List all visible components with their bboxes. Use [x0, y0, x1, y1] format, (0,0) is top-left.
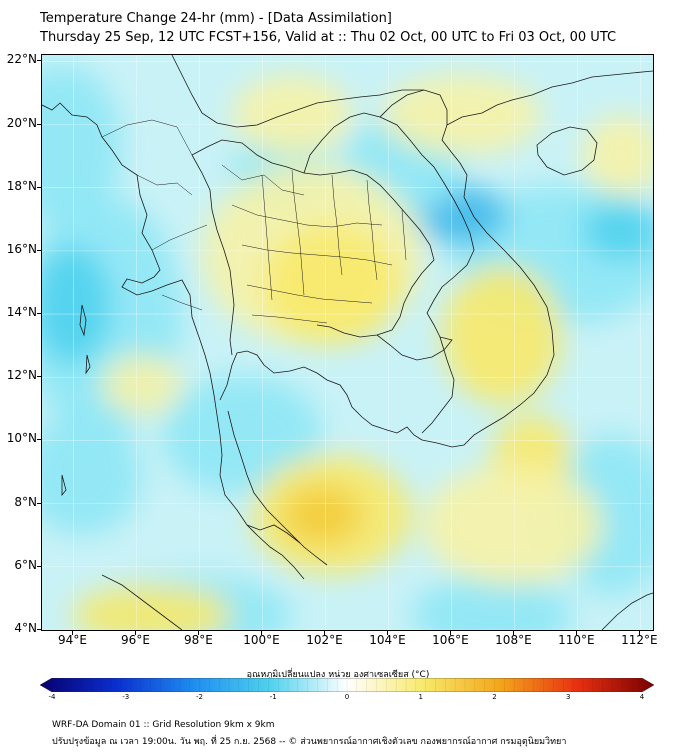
boundary-myanmar-internal	[101, 119, 208, 311]
coastline-peninsula-east	[227, 410, 328, 566]
lat-tick-mark	[37, 123, 41, 125]
lon-tick-mark	[198, 631, 200, 635]
lon-tick-label: 106°E	[432, 633, 469, 647]
boundary-cambodia	[376, 334, 455, 434]
lon-tick-label: 98°E	[184, 633, 213, 647]
lat-tick-mark	[37, 60, 41, 62]
lat-tick-label: 18°N	[6, 178, 37, 193]
lat-tick-label: 6°N	[14, 557, 37, 572]
footer-credit: ปรับปรุงข้อมูล ณ เวลา 19:00น. วัน พฤ. ที…	[52, 737, 567, 747]
boundary-china	[171, 55, 424, 128]
field-patch-cyan_strong	[42, 245, 112, 365]
lon-tick-label: 104°E	[369, 633, 406, 647]
boundary-malaysia-thailand	[246, 524, 301, 544]
lat-tick-mark	[37, 565, 41, 567]
lat-tick-label: 8°N	[14, 494, 37, 509]
coastline-gulf-of-thailand	[219, 350, 423, 441]
lon-tick-label: 112°E	[621, 633, 658, 647]
lat-tick-mark	[37, 186, 41, 188]
lat-tick-mark	[37, 249, 41, 251]
province-lines	[221, 164, 407, 324]
lon-tick-label: 94°E	[58, 633, 87, 647]
lon-tick-mark	[261, 631, 263, 635]
lon-tick-label: 110°E	[558, 633, 595, 647]
lat-tick-label: 10°N	[6, 431, 37, 446]
colorbar-gradient	[40, 678, 654, 692]
field-patch-yellow_light	[422, 465, 602, 585]
field-patch-yellow	[262, 225, 402, 345]
lon-tick-label: 96°E	[121, 633, 150, 647]
lat-tick-mark	[37, 439, 41, 441]
lon-tick-mark	[513, 631, 515, 635]
boundary-myanmar-thailand	[191, 154, 235, 356]
field-patch-cyan	[42, 415, 142, 535]
colorbar-tick-label: 2	[492, 693, 497, 701]
temperature-change-map	[42, 55, 653, 630]
colorbar-tick-label: 3	[566, 693, 571, 701]
colorbar-title: อุณหภูมิเปลี่ยนแปลง หน่วย องศาเซลเซียส (…	[246, 670, 430, 680]
lon-tick-label: 102°E	[306, 633, 343, 647]
lat-tick-mark	[37, 502, 41, 504]
colorbar-tick-label: -2	[196, 693, 203, 701]
lat-tick-label: 22°N	[6, 52, 37, 67]
lon-tick-mark	[387, 631, 389, 635]
footer-model-info: WRF-DA Domain 01 :: Grid Resolution 9km …	[52, 720, 275, 730]
coastline-vietnam	[421, 70, 653, 448]
lon-tick-label: 100°E	[243, 633, 280, 647]
map-title: Temperature Change 24-hr (mm) - [Data As…	[40, 11, 392, 26]
lon-tick-mark	[72, 631, 74, 635]
map-subtitle: Thursday 25 Sep, 12 UTC FCST+156, Valid …	[40, 30, 617, 45]
boundary-thailand	[191, 139, 435, 338]
lat-tick-label: 20°N	[6, 115, 37, 130]
lon-tick-label: 108°E	[495, 633, 532, 647]
field-patch-cyan_strong	[582, 200, 653, 260]
field-patch-yellow	[442, 265, 562, 405]
lat-tick-mark	[37, 629, 41, 630]
field-patch-yellow_light	[382, 75, 542, 155]
colorbar-tick-label: 4	[639, 693, 645, 701]
map-panel	[41, 54, 654, 631]
lon-tick-mark	[135, 631, 137, 635]
colorbar-tick-label: 0	[344, 693, 350, 701]
lon-tick-mark	[576, 631, 578, 635]
colorbar-tick-label: -4	[48, 693, 56, 701]
colorbar-tick-label: 1	[418, 693, 423, 701]
island-hainan	[536, 126, 598, 176]
lat-tick-mark	[37, 376, 41, 378]
lon-tick-mark	[639, 631, 641, 635]
field-patch-yellow_light	[232, 75, 352, 155]
coastline-myanmar-west	[42, 102, 305, 580]
islands-andaman	[61, 304, 91, 497]
country-boundaries	[42, 55, 653, 630]
colorbar-tick-label: -1	[269, 693, 277, 701]
field-patch-cyan	[162, 375, 322, 495]
lat-tick-mark	[37, 313, 41, 315]
field-patch-cyan	[412, 575, 572, 630]
colorbar	[40, 678, 654, 692]
coastline-sumatra	[101, 574, 183, 630]
lat-tick-label: 16°N	[6, 241, 37, 256]
lon-tick-mark	[450, 631, 452, 635]
boundary-laos	[303, 112, 475, 338]
lat-tick-label: 14°N	[6, 305, 37, 320]
field-patch-yellow_light	[102, 355, 182, 415]
colorbar-tick-label: -3	[122, 693, 130, 701]
lat-tick-label: 12°N	[6, 368, 37, 383]
lat-tick-label: 4°N	[14, 621, 37, 635]
lon-tick-mark	[324, 631, 326, 635]
coastline-borneo	[601, 592, 653, 630]
field-patch-orange	[282, 485, 362, 545]
field-patch-yellow_light	[582, 115, 653, 195]
